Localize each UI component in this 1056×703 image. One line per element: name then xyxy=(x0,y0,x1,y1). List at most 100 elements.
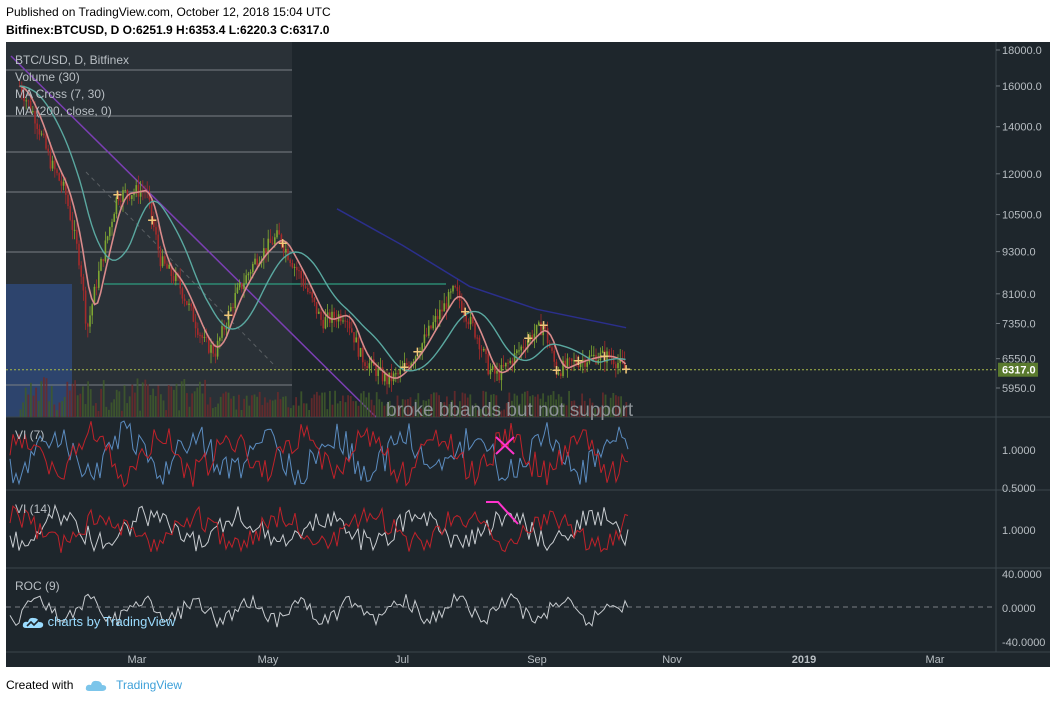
candle-body xyxy=(190,303,193,307)
candle-body xyxy=(450,291,452,293)
candle-body xyxy=(181,288,184,299)
candle-body xyxy=(575,360,578,365)
volume-bar xyxy=(279,399,282,417)
legend-ma200[interactable]: MA (200, close, 0) xyxy=(15,104,112,118)
candle-body xyxy=(153,218,155,228)
time-tick-label: Mar xyxy=(128,654,147,666)
volume-bar xyxy=(123,385,126,417)
candle-body xyxy=(397,373,399,375)
volume-bar xyxy=(141,382,144,417)
candle-body xyxy=(362,347,364,363)
candle-body xyxy=(553,350,556,362)
trendline-purple xyxy=(10,55,377,418)
volume-bar xyxy=(183,379,186,417)
ma-fast-line xyxy=(19,85,627,379)
volume-bar xyxy=(40,381,43,417)
volume-bar xyxy=(66,381,69,417)
candle-body xyxy=(276,230,278,238)
volume-bar xyxy=(581,393,584,417)
volume-bar xyxy=(256,396,259,417)
volume-bar xyxy=(526,390,529,417)
candle-body xyxy=(318,311,320,314)
volume-bar xyxy=(472,409,474,417)
volume-bar xyxy=(407,399,409,417)
blue-zone-box xyxy=(6,284,72,417)
ma200-line xyxy=(336,208,627,329)
candle-body xyxy=(111,221,113,228)
candle-body xyxy=(610,356,613,358)
volume-bar xyxy=(394,405,396,417)
candle-body xyxy=(509,360,512,364)
candle-body xyxy=(408,365,410,368)
candle-body xyxy=(351,328,353,333)
candle-body xyxy=(289,259,292,263)
candle-body xyxy=(65,181,67,195)
volume-bar xyxy=(596,407,599,417)
candle-body xyxy=(148,192,151,200)
candle-body xyxy=(344,320,347,322)
legend-roc[interactable]: ROC (9) xyxy=(15,579,60,593)
candle-body xyxy=(67,194,69,207)
candle-body xyxy=(199,334,201,336)
legend-vi7[interactable]: VI (7) xyxy=(15,428,45,442)
volume-bar xyxy=(269,399,272,417)
volume-bar xyxy=(316,391,318,417)
volume-bar xyxy=(568,390,571,417)
volume-bar xyxy=(144,379,147,417)
candle-body xyxy=(439,309,441,320)
candle-body xyxy=(293,266,296,268)
volume-bar xyxy=(232,396,235,417)
candle-body xyxy=(300,271,303,279)
candle-body xyxy=(159,249,162,267)
candle-body xyxy=(546,328,549,343)
chart-area[interactable]: + + + + + + + + + + + + + broke bbands but not suppor… xyxy=(6,42,1050,667)
volume-bar xyxy=(453,390,456,417)
volume-bar xyxy=(22,402,25,417)
volume-bar xyxy=(178,410,181,417)
volume-bar xyxy=(420,408,422,417)
candle-body xyxy=(76,229,78,244)
tradingview-link[interactable]: TradingView xyxy=(116,678,183,692)
price-tick-label: 9300.0 xyxy=(1002,247,1036,259)
volume-bar xyxy=(334,390,337,417)
volume-bar xyxy=(609,397,612,417)
price-tick-label: 6550.0 xyxy=(1002,354,1036,366)
legend-ma-cross[interactable]: MA Cross (7, 30) xyxy=(15,87,106,101)
volume-bar xyxy=(344,402,347,417)
candle-body xyxy=(388,372,391,385)
candle-body xyxy=(463,311,465,316)
chart-canvas[interactable]: +++++++++++ ++broke bbands but not suppor… xyxy=(6,42,1050,667)
candle-body xyxy=(335,318,338,322)
candle-body xyxy=(175,273,177,282)
candle-body xyxy=(302,278,305,287)
candle-body xyxy=(520,346,523,351)
candle-body xyxy=(595,354,597,364)
volume-bars xyxy=(19,377,628,417)
volume-bar xyxy=(492,394,495,417)
candle-body xyxy=(562,360,564,377)
volume-bar xyxy=(102,380,105,417)
volume-bar xyxy=(521,393,524,417)
legend-volume[interactable]: Volume (30) xyxy=(15,70,80,84)
candle-body xyxy=(133,192,135,196)
candle-body xyxy=(395,373,397,375)
watermark-text: charts by TradingView xyxy=(47,614,176,629)
candle-body xyxy=(557,373,560,375)
volume-bar xyxy=(612,393,615,417)
volume-bar xyxy=(586,410,589,417)
volume-bar xyxy=(469,394,472,417)
candle-body xyxy=(291,262,294,268)
trendline-dashed xyxy=(85,171,277,368)
candle-body xyxy=(322,319,325,329)
candle-body xyxy=(201,335,204,338)
price-tick-label: 8100.0 xyxy=(1002,289,1036,301)
volume-bar xyxy=(505,403,508,417)
legend-vi14[interactable]: VI (14) xyxy=(15,502,52,516)
candle-body xyxy=(109,227,111,237)
osc-tick-label: 1.0000 xyxy=(1002,445,1036,457)
candle-body xyxy=(223,326,226,330)
ma-cross-marker: + xyxy=(599,349,610,364)
volume-bar xyxy=(217,403,220,417)
candle-body xyxy=(364,362,366,366)
volume-bar xyxy=(45,378,48,417)
